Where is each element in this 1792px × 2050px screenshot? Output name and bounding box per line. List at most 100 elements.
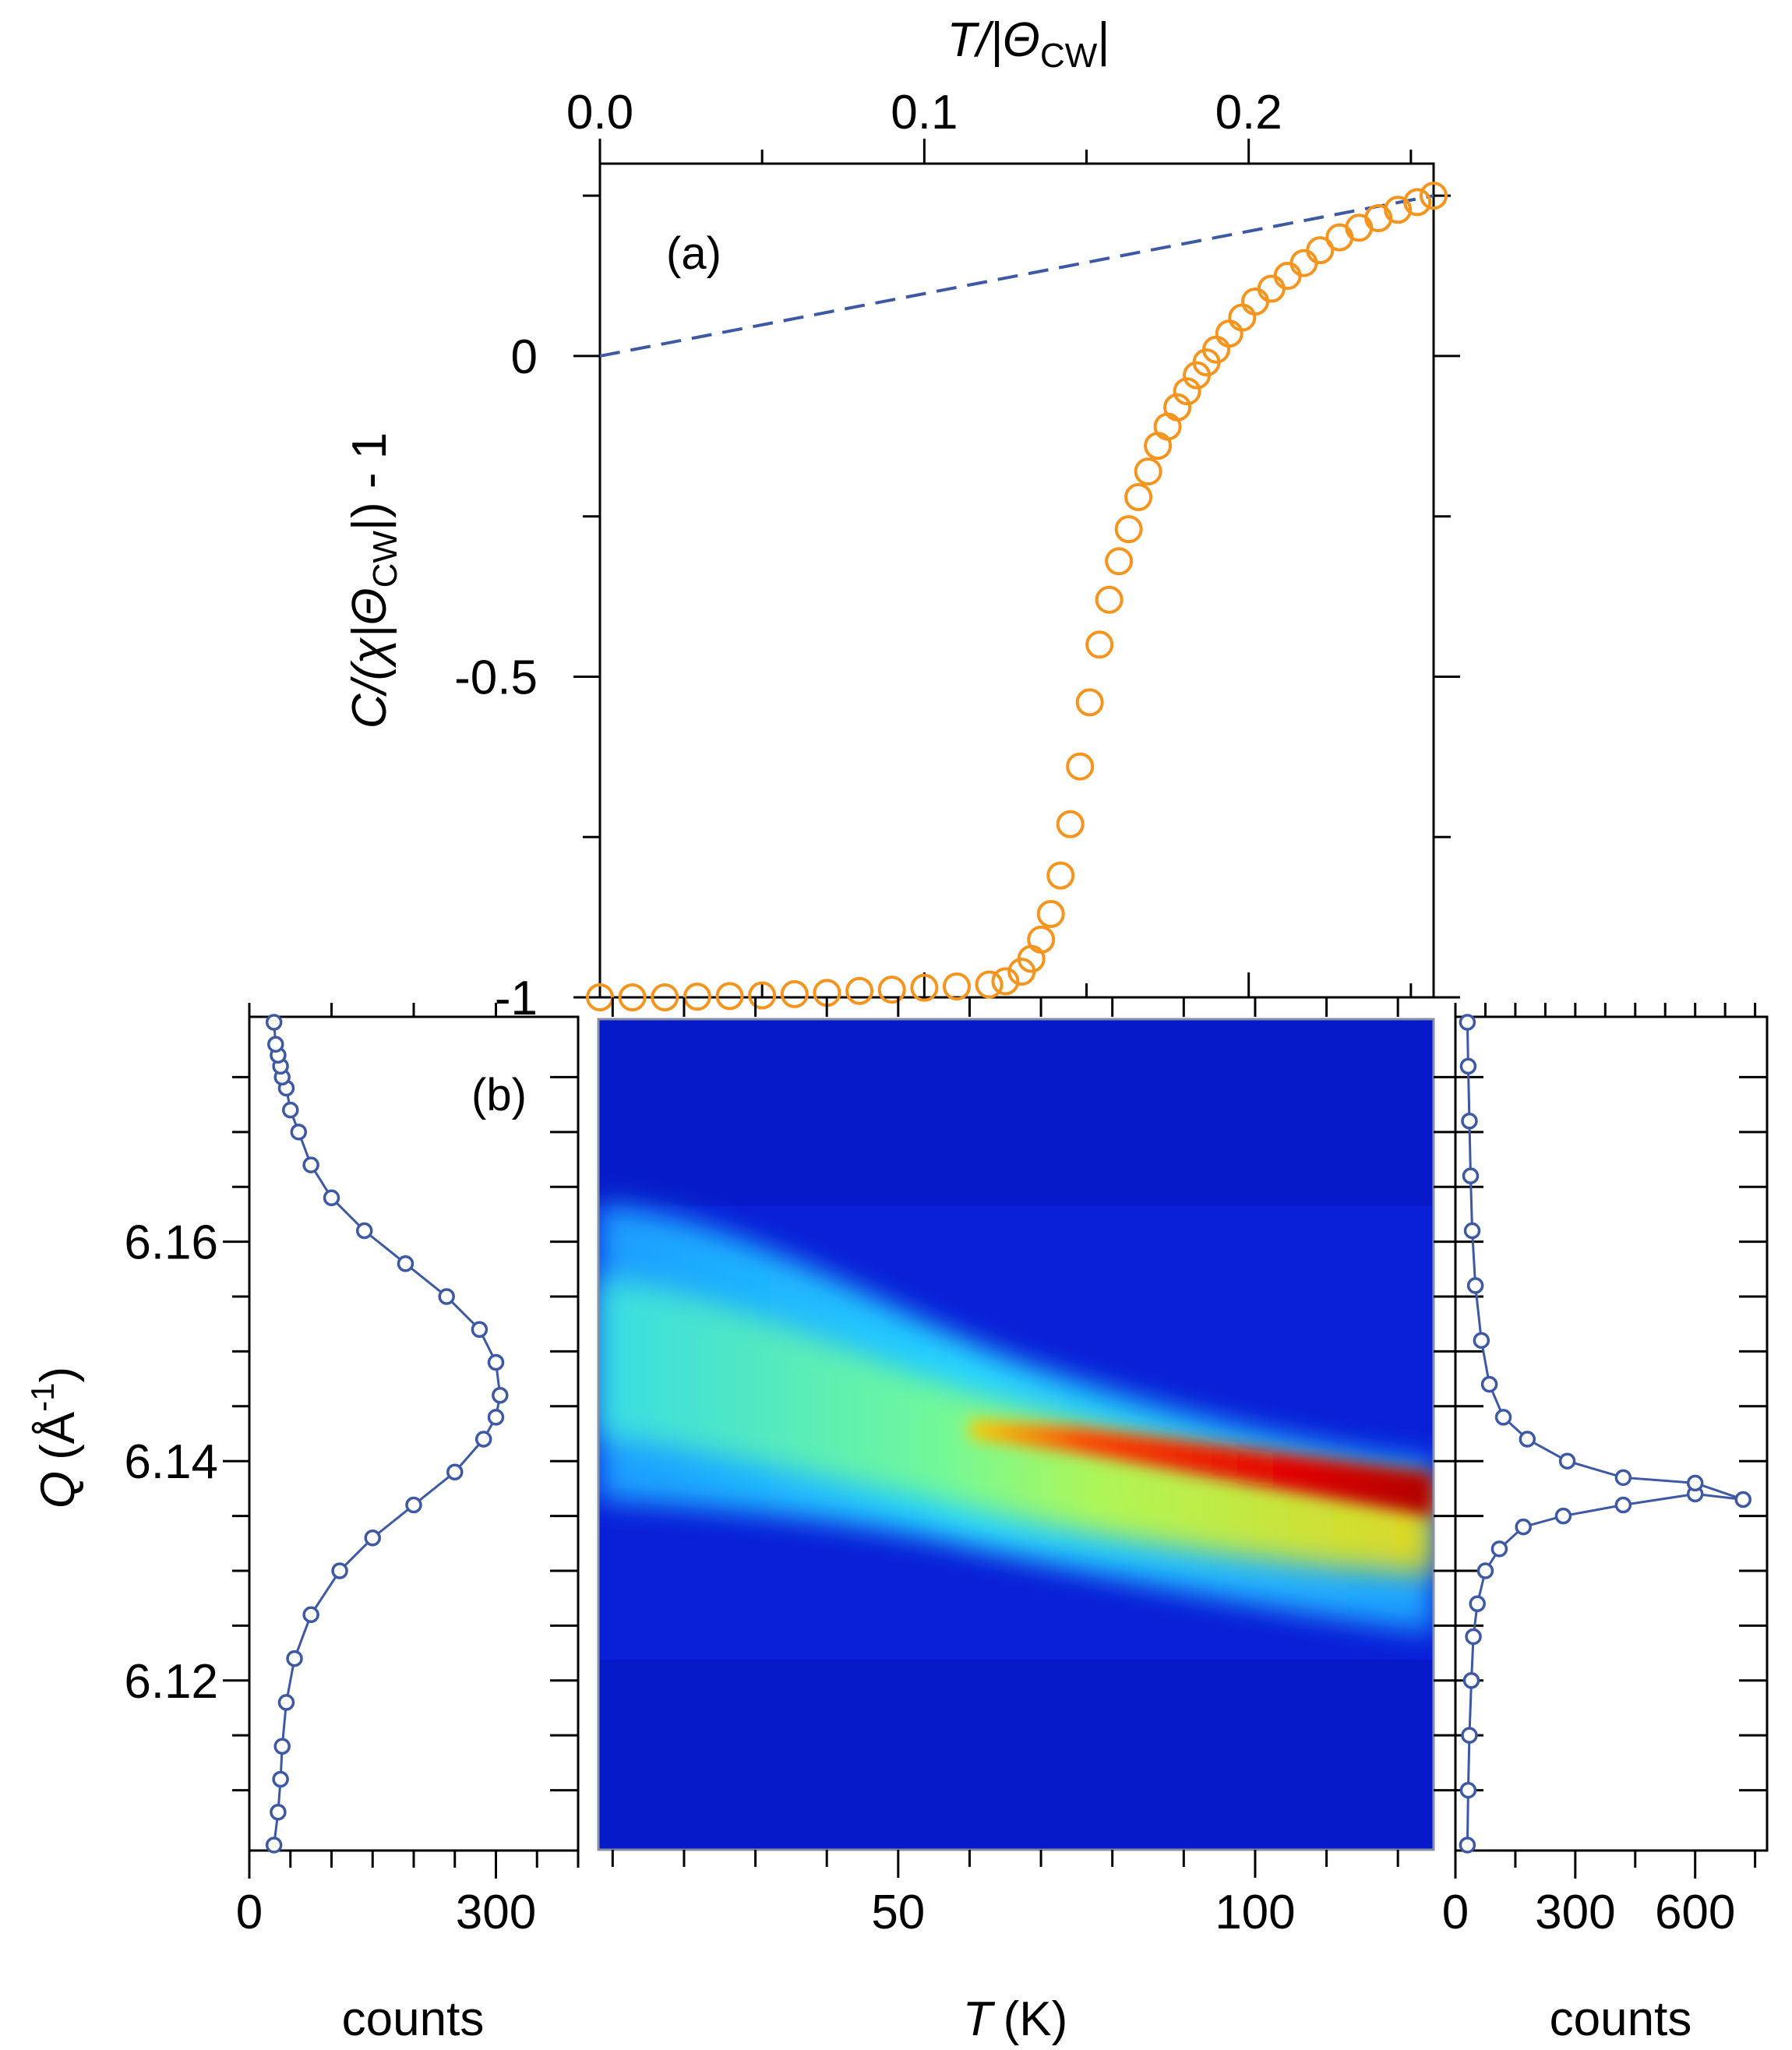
data-point-a <box>1173 377 1201 406</box>
data-point-a <box>1364 203 1393 232</box>
data-point-a <box>1124 483 1153 511</box>
data-point-a <box>715 982 744 1011</box>
right-profile-x-tick-label: 300 <box>1535 1886 1615 1939</box>
data-point-left-profile <box>286 1650 303 1667</box>
data-point-a <box>1153 412 1182 441</box>
data-point-left-profile <box>487 1409 505 1426</box>
data-point-right-profile <box>1466 1277 1484 1294</box>
data-point-a <box>1144 432 1173 460</box>
heatmap-x-tick-label: 100 <box>1215 1886 1295 1939</box>
data-point-a <box>910 973 939 1002</box>
data-point-a <box>1325 223 1354 252</box>
data-point-left-profile <box>474 1431 492 1448</box>
left-profile-ticks <box>223 1003 1767 1879</box>
data-point-right-profile <box>1558 1452 1576 1470</box>
data-point-left-profile <box>397 1255 414 1272</box>
data-point-a <box>1134 457 1162 486</box>
data-point-a <box>651 983 679 1011</box>
data-point-a <box>975 970 1004 999</box>
panel-b-heatmap: 50 100 T (K) <box>597 997 1435 2046</box>
data-point-right-profile <box>1515 1518 1532 1536</box>
left-profile-tick-labels: 0 300 6.12 6.14 6.16 <box>124 1216 536 1939</box>
data-point-left-profile <box>277 1694 295 1711</box>
data-point-left-profile <box>302 1606 319 1624</box>
data-point-a <box>683 983 711 1011</box>
data-point-right-profile <box>1490 1540 1508 1558</box>
top-x-tick-label: 0.2 <box>1215 86 1282 139</box>
bottom-axis-title: T (K) <box>963 1992 1068 2046</box>
left-profile-x-tick-label: 0 <box>236 1886 263 1939</box>
right-profile-line <box>1466 1022 1744 1845</box>
data-point-right-profile <box>1463 1222 1481 1240</box>
right-profile-x-tick-label: 0 <box>1442 1886 1469 1939</box>
data-point-a <box>1066 752 1095 781</box>
data-point-right-profile <box>1480 1375 1498 1393</box>
data-point-right-profile <box>1554 1507 1572 1525</box>
data-point-a <box>1085 630 1114 659</box>
data-point-left-profile <box>492 1386 509 1404</box>
q-axis-tick-label: 6.14 <box>124 1435 218 1489</box>
data-point-right-profile <box>1614 1469 1632 1487</box>
data-point-a <box>1241 287 1270 316</box>
panel-a-tick-labels: 0.0 0.1 0.20-0.5-1 <box>454 86 1282 1025</box>
panel-a-ticks <box>573 139 1460 999</box>
data-point-a <box>1306 236 1335 265</box>
data-point-a <box>1056 810 1085 838</box>
panel-b-label: (b) <box>471 1070 527 1120</box>
data-point-left-profile <box>290 1124 308 1141</box>
data-point-a <box>1215 319 1243 348</box>
data-point-a <box>845 976 874 1005</box>
panel-a-y-tick-label: -0.5 <box>454 651 538 704</box>
data-point-left-profile <box>446 1463 464 1481</box>
data-point-a <box>1345 213 1374 242</box>
panel-a-frame <box>598 162 1435 999</box>
panel-b-right-profile: 0 300 600 counts <box>1442 1003 1769 2046</box>
data-point-a <box>1095 585 1124 614</box>
data-point-left-profile <box>471 1321 489 1338</box>
heatmap-frame <box>597 1018 1435 1851</box>
data-point-left-profile <box>438 1288 455 1305</box>
data-point-a <box>1046 861 1075 890</box>
data-point-a <box>1273 262 1302 291</box>
data-point-left-profile <box>331 1562 348 1579</box>
data-point-a <box>748 981 777 1010</box>
data-point-a <box>780 979 809 1008</box>
left-profile-data-points <box>265 1014 509 1854</box>
right-profile-ticks <box>1454 1003 1757 1879</box>
top-x-tick-label: 0.1 <box>891 86 958 139</box>
data-point-right-profile <box>1469 1595 1486 1612</box>
data-point-right-profile <box>1461 1727 1478 1744</box>
panel-a-y-tick-label: 0 <box>511 330 538 384</box>
heatmap-x-tick-label: 50 <box>871 1886 925 1939</box>
data-point-a <box>1384 196 1413 224</box>
data-point-a <box>1289 249 1318 277</box>
data-point-left-profile <box>267 1036 284 1053</box>
data-point-left-profile <box>355 1222 373 1240</box>
data-point-right-profile <box>1459 1057 1477 1075</box>
data-point-a <box>1163 393 1192 422</box>
data-point-right-profile <box>1473 1332 1490 1350</box>
data-point-right-profile <box>1462 1167 1480 1184</box>
data-point-right-profile <box>1465 1628 1482 1646</box>
data-point-left-profile <box>282 1101 299 1119</box>
heatmap-ticks <box>611 997 1399 1878</box>
data-point-a <box>1036 900 1065 928</box>
left-profile-x-tick-label: 300 <box>456 1886 536 1939</box>
q-axis-tick-label: 6.16 <box>124 1216 218 1270</box>
data-point-left-profile <box>302 1156 319 1173</box>
data-point-left-profile <box>323 1189 340 1207</box>
data-point-a <box>877 976 906 1004</box>
q-axis-tick-label: 6.12 <box>124 1655 218 1709</box>
left-profile-frame <box>248 1015 580 1852</box>
data-point-right-profile <box>1614 1496 1632 1514</box>
data-point-left-profile <box>265 1837 283 1854</box>
top-x-tick-label: 0.0 <box>566 86 633 139</box>
left-profile-x-axis-title: counts <box>342 1992 485 2046</box>
panel-a-label: (a) <box>666 228 721 279</box>
heatmap-tick-labels: 50 100 <box>871 1886 1295 1939</box>
data-point-right-profile <box>1519 1431 1536 1448</box>
right-profile-data-points <box>1459 1014 1751 1854</box>
data-point-a <box>1420 182 1448 210</box>
linear-reference-line <box>599 194 1434 358</box>
